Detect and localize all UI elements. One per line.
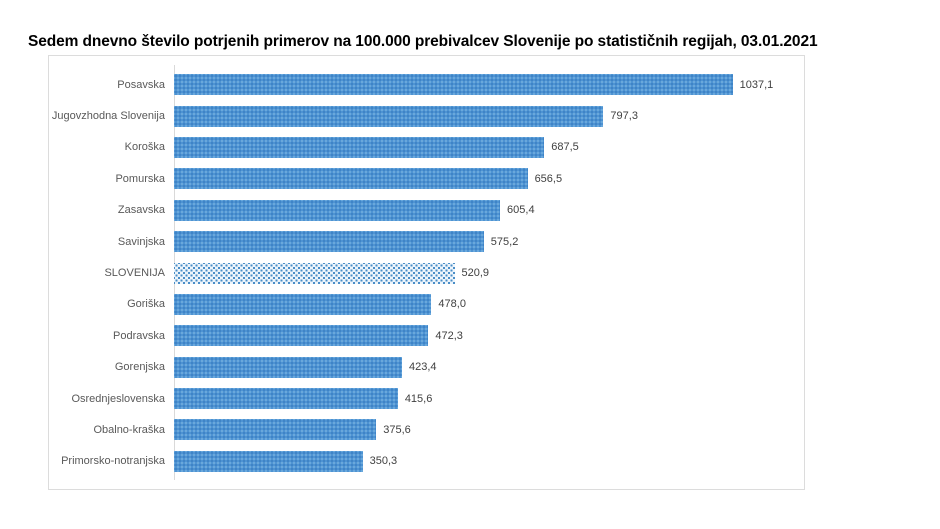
value-label: 797,3 xyxy=(610,110,638,123)
value-label: 605,4 xyxy=(507,204,535,217)
category-label: Koroška xyxy=(124,141,165,154)
value-label: 1037,1 xyxy=(739,78,774,91)
bar-row: Gorenjska 423,4 xyxy=(49,352,802,383)
bar-zone: 605,4 xyxy=(174,199,802,221)
bar-row: Obalno-kraška 375,6 xyxy=(49,414,802,445)
bar-zone: 478,0 xyxy=(174,293,802,315)
bar xyxy=(174,419,377,441)
category-label: Jugovzhodna Slovenija xyxy=(51,110,165,123)
bar-row: Pomurska 656,5 xyxy=(49,163,802,194)
bar-row: Koroška 687,5 xyxy=(49,132,802,163)
value-label: 575,2 xyxy=(490,235,519,248)
bar-zone: 415,6 xyxy=(174,388,802,410)
value-label: 520,9 xyxy=(461,267,490,280)
bar xyxy=(174,450,363,472)
bar xyxy=(174,231,484,253)
bar-row: Posavska 1037,1 xyxy=(49,69,802,100)
bar xyxy=(174,356,403,378)
bar xyxy=(174,199,501,221)
bar-zone: 575,2 xyxy=(174,231,802,253)
bar-zone: 687,5 xyxy=(174,136,802,158)
bar-zone: 350,3 xyxy=(174,450,802,472)
category-label: Posavska xyxy=(117,78,165,91)
bar-zone: 797,3 xyxy=(174,105,802,127)
category-label: SLOVENIJA xyxy=(104,267,165,280)
bar-zone: 520,9 xyxy=(174,262,802,284)
bar-row: Podravska 472,3 xyxy=(49,320,802,351)
chart-title: Sedem dnevno število potrjenih primerov … xyxy=(28,33,818,50)
bar xyxy=(174,105,604,127)
bar xyxy=(174,388,398,410)
bar xyxy=(174,325,429,347)
bar-highlight xyxy=(174,262,455,284)
bar-zone: 1037,1 xyxy=(174,74,802,96)
bar-row: Osrednjeslovenska 415,6 xyxy=(49,383,802,414)
bar-zone: 375,6 xyxy=(174,419,802,441)
category-label: Osrednjeslovenska xyxy=(71,392,165,405)
bar xyxy=(174,293,432,315)
value-label: 472,3 xyxy=(435,329,463,342)
value-label: 656,5 xyxy=(534,172,563,185)
value-label: 423,4 xyxy=(409,361,437,374)
plot-area: Posavska 1037,1 Jugovzhodna Slovenija 797,3… xyxy=(48,55,805,490)
value-label: 478,0 xyxy=(438,298,466,311)
bar-row: Goriška 478,0 xyxy=(49,289,802,320)
bar-row: Savinjska 575,2 xyxy=(49,226,802,257)
bar-zone: 656,5 xyxy=(174,168,802,190)
value-label: 350,3 xyxy=(369,455,398,468)
category-label: Obalno-kraška xyxy=(93,423,165,436)
category-label: Goriška xyxy=(127,298,165,311)
value-label: 687,5 xyxy=(551,141,579,154)
bar-zone: 423,4 xyxy=(174,356,802,378)
category-label: Podravska xyxy=(113,329,165,342)
bar-row: Zasavska 605,4 xyxy=(49,195,802,226)
category-label: Pomurska xyxy=(115,172,165,185)
category-label: Savinjska xyxy=(117,235,165,248)
category-label: Primorsko-notranjska xyxy=(61,455,165,468)
bar xyxy=(174,136,545,158)
value-label: 375,6 xyxy=(383,423,411,436)
category-label: Zasavska xyxy=(117,204,165,217)
bar-zone: 472,3 xyxy=(174,325,802,347)
bar-rows-container: Posavska 1037,1 Jugovzhodna Slovenija 797,3… xyxy=(49,69,802,477)
bar-row: Jugovzhodna Slovenija 797,3 xyxy=(49,100,802,131)
bar xyxy=(174,74,733,96)
bar-row: Primorsko-notranjska 350,3 xyxy=(49,446,802,477)
value-label: 415,6 xyxy=(404,392,433,405)
category-label: Gorenjska xyxy=(114,361,165,374)
bar-row: SLOVENIJA 520,9 xyxy=(49,257,802,288)
bar xyxy=(174,168,528,190)
